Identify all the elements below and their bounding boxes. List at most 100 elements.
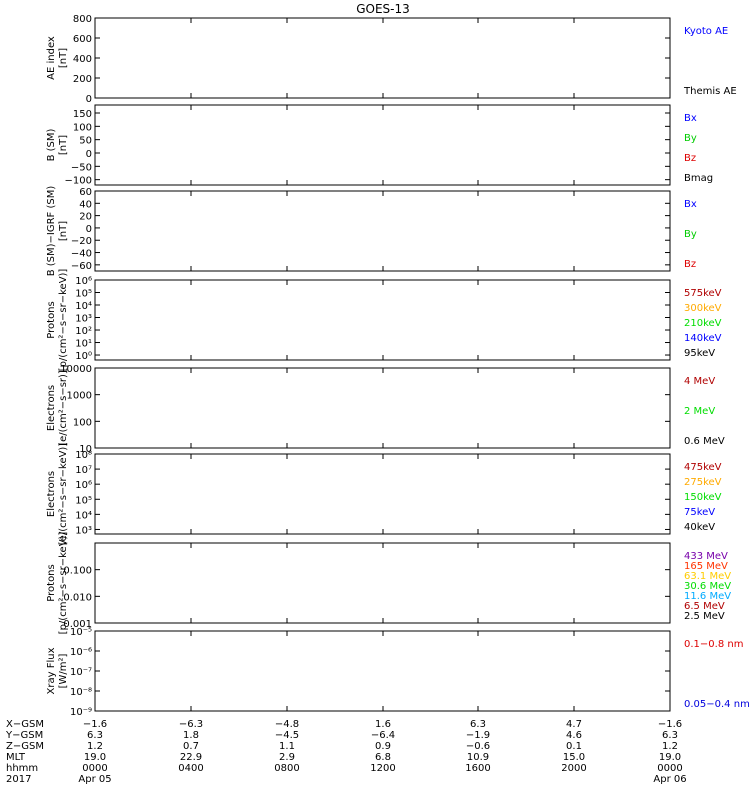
legend-label: Bx [684,113,697,124]
panel-6: 10³ 10⁴ 10⁵ 10⁶ 10⁷ 10⁸ Electrons [e/(cm²−s−sr−… [46,443,722,546]
x-axis-value: Apr 06 [653,774,686,785]
x-axis-table: X−GSM −1.6 −6.3 −4.8 1.6 6.3 4.7 −1.6Y−GSM 6.3 1.… [5,719,687,785]
y-tick-label: 10⁻⁹ [70,707,92,718]
y-axis-unit: [e/(cm²−s−sr−keV)] [58,443,69,546]
y-tick-label: 10⁶ [75,480,92,491]
legend-label: 210keV [684,318,722,329]
y-tick-label: −50 [71,162,92,173]
legend-label: 63.1 MeV [684,571,731,582]
legend-label: 0.05−0.4 nm [684,699,750,710]
x-axis-value: Apr 05 [78,774,111,785]
y-axis-label: Protons [46,564,57,601]
panel-2: −100 −50 0 50 100 150 B (SM) [nT] Bx By Bz Bmag [46,104,713,187]
y-axis-unit: [p/(cm²−s−sr−keV)] [58,532,69,635]
panel-frame [94,367,671,449]
x-axis-value: 1.8 [183,730,199,741]
y-tick-label: 10³ [75,525,92,536]
y-tick-label: −60 [71,261,92,272]
x-axis-value: 6.3 [662,730,678,741]
legend-label: 165 MeV [684,561,728,572]
y-tick-label: 10⁻⁷ [70,667,92,678]
x-axis-value: 4.6 [566,730,582,741]
x-axis-value: −6.4 [371,730,395,741]
x-axis-value: 15.0 [563,752,585,763]
x-axis-value: 1.2 [662,741,678,752]
y-tick-label: 10⁶ [75,276,92,287]
y-tick-label: −40 [71,249,92,260]
x-axis-value: 1200 [370,763,395,774]
x-axis-row-label: 2017 [6,774,31,785]
y-tick-label: 10³ [75,314,92,325]
legend-label: Bx [684,199,697,210]
panel-frame [94,630,671,712]
y-tick-label: 40 [79,199,92,210]
y-tick-label: 10⁻⁶ [70,647,92,658]
y-axis-unit: [e/(cm²−s−sr)] [58,370,69,446]
legend-label: By [684,229,697,240]
x-axis-value: −0.6 [466,741,490,752]
x-axis-value: 0400 [178,763,203,774]
y-axis-label: Electrons [46,471,57,517]
y-tick-label: 150 [73,109,92,120]
legend-label: 150keV [684,492,722,503]
legend-label: 0.1−0.8 nm [684,639,743,650]
y-tick-label: 10⁴ [75,301,92,312]
x-axis-value: 2000 [561,763,586,774]
y-axis-unit: [p/(cm²−s−sr−keV)] [58,269,69,372]
y-tick-label: 400 [73,54,92,65]
x-axis-value: 1.6 [375,719,391,730]
y-tick-label: 20 [79,212,92,223]
y-tick-label: 10⁰ [75,351,92,362]
x-axis-value: 1600 [465,763,490,774]
y-axis-label: Protons [46,301,57,338]
y-axis-unit: [nT] [58,135,69,155]
x-axis-row-label: Z−GSM [6,741,44,752]
x-axis-value: 10.9 [467,752,489,763]
y-axis-unit: [nT] [58,48,69,68]
y-tick-label: 10⁵ [75,495,92,506]
panel-frame [94,190,671,272]
panel-frame [94,453,671,535]
x-axis-value: 6.8 [375,752,391,763]
y-tick-label: 0.001 [63,619,92,630]
y-tick-label: 800 [73,14,92,25]
x-axis-value: 6.3 [470,719,486,730]
y-tick-label: 0.100 [63,566,92,577]
legend-label: 0.6 MeV [684,436,725,447]
y-tick-label: 10⁵ [75,289,92,300]
y-tick-label: 0.010 [63,592,92,603]
y-tick-label: −20 [71,236,92,247]
plot-title: GOES-13 [356,2,410,16]
y-axis-unit: [nT] [58,221,69,241]
y-tick-label: 10 [79,444,92,455]
panel-frame [94,104,671,186]
legend-label: Themis AE [683,86,737,97]
legend-label: By [684,133,697,144]
legend-label: 11.6 MeV [684,591,731,602]
x-axis-value: 0.7 [183,741,199,752]
legend-label: 2 MeV [684,406,715,417]
x-axis-row-label: hhmm [6,763,38,774]
y-tick-label: 10⁸ [75,450,92,461]
legend-label: 75keV [684,507,715,518]
y-axis-label: AE index [46,36,57,80]
x-axis-value: 19.0 [659,752,681,763]
x-axis-value: 0000 [657,763,682,774]
x-axis-value: −4.5 [275,730,299,741]
legend-label: 433 MeV [684,551,728,562]
y-tick-label: 10⁴ [75,510,92,521]
y-tick-label: 200 [73,74,92,85]
y-tick-label: 50 [79,136,92,147]
x-axis-row-label: Y−GSM [5,730,43,741]
x-axis-value: 19.0 [84,752,106,763]
legend-label: Bmag [684,173,713,184]
y-tick-label: 0 [86,149,92,160]
x-axis-value: 4.7 [566,719,582,730]
y-tick-label: 10000 [60,364,92,375]
